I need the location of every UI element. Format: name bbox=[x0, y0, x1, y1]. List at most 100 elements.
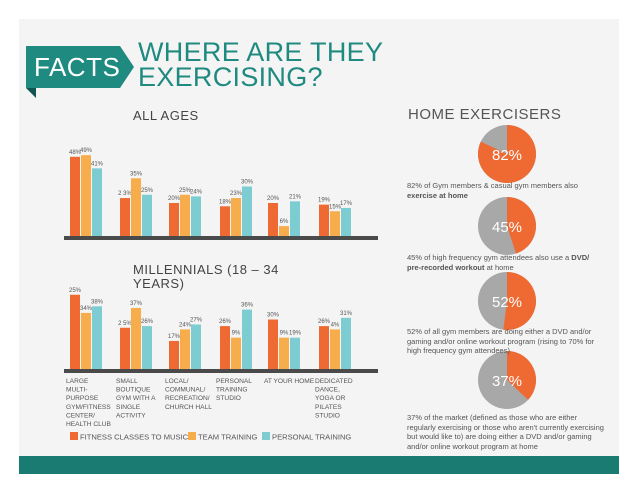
millennials-bar-1-1 bbox=[131, 307, 141, 369]
category-label-2-1: COMMUNAL/ bbox=[165, 387, 205, 394]
home-caption-2: 45% of high frequency gym attendees also… bbox=[407, 253, 605, 272]
all-ages-bar-4-1 bbox=[279, 226, 289, 236]
millennials-bar-1-2 bbox=[142, 326, 152, 369]
home-caption-4-text: 37% of the market (defined as those who … bbox=[407, 413, 604, 451]
millennials-data-label-4-1: 9% bbox=[280, 331, 289, 337]
all-ages-data-label-3-2: 30% bbox=[241, 180, 254, 186]
legend-label-0: FITNESS CLASSES TO MUSIC bbox=[80, 433, 189, 442]
all-ages-bar-4-0 bbox=[268, 203, 278, 236]
all-ages-bar-1-2 bbox=[142, 194, 152, 236]
legend-swatch-1 bbox=[188, 432, 196, 440]
facts-tag-fold bbox=[26, 88, 36, 98]
all-ages-data-label-2-1: 25% bbox=[179, 188, 192, 194]
all-ages-bar-0-1 bbox=[81, 155, 91, 236]
millennials-data-label-2-2: 27% bbox=[190, 317, 203, 323]
legend-swatch-2 bbox=[262, 432, 270, 440]
category-label-5-0: DEDICATED bbox=[315, 378, 353, 385]
all-ages-axis-line bbox=[64, 236, 378, 240]
millennials-bar-0-2 bbox=[92, 306, 102, 369]
category-label-3-2: STUDIO bbox=[216, 395, 241, 402]
all-ages-data-label-2-2: 24% bbox=[190, 189, 203, 195]
millennials-bar-4-1 bbox=[279, 337, 289, 369]
home-caption-4: 37% of the market (defined as those who … bbox=[407, 413, 605, 451]
home-caption-3-text: 52% of all gym members are doing either … bbox=[407, 327, 595, 355]
all-ages-bar-5-2 bbox=[341, 207, 351, 236]
millennials-bar-5-2 bbox=[341, 317, 351, 369]
all-ages-data-label-5-0: 19% bbox=[318, 198, 331, 204]
millennials-data-label-0-2: 38% bbox=[91, 299, 104, 305]
pie-2-slice bbox=[503, 272, 536, 330]
category-label-3-0: PERSONAL bbox=[216, 378, 252, 385]
all-ages-bar-2-2 bbox=[191, 196, 201, 236]
home-caption-3: 52% of all gym members are doing either … bbox=[407, 327, 605, 356]
facts-tag: FACTS bbox=[26, 46, 120, 88]
millennials-data-label-3-0: 26% bbox=[219, 319, 232, 325]
category-label-2-2: RECREATION/ bbox=[165, 395, 210, 402]
all-ages-data-label-0-1: 49% bbox=[80, 148, 93, 154]
category-label-0-0: LARGE bbox=[66, 378, 89, 385]
all-ages-data-label-2-0: 20% bbox=[168, 196, 181, 202]
all-ages-data-label-4-1: 6% bbox=[280, 219, 289, 225]
millennials-bar-3-2 bbox=[242, 309, 252, 369]
pie-0-label: 82% bbox=[492, 147, 522, 164]
legend-swatch-0 bbox=[70, 432, 78, 440]
category-label-4-0: AT YOUR HOME bbox=[264, 378, 315, 385]
category-label-1-0: SMALL bbox=[116, 378, 138, 385]
millennials-data-label-5-1: 4% bbox=[331, 322, 340, 328]
home-caption-2-after: at home bbox=[484, 262, 514, 272]
all-ages-bar-3-2 bbox=[242, 186, 252, 236]
all-ages-data-label-1-0: 2 3% bbox=[118, 191, 132, 197]
all-ages-data-label-3-1: 23% bbox=[230, 191, 243, 197]
category-label-1-3: SINGLE bbox=[116, 404, 141, 411]
home-exercisers-title: HOME EXERCISERS bbox=[408, 106, 562, 123]
bottom-band bbox=[19, 456, 619, 474]
millennials-bar-4-0 bbox=[268, 319, 278, 369]
all-ages-bar-0-2 bbox=[92, 168, 102, 236]
millennials-data-label-0-1: 34% bbox=[80, 306, 93, 312]
millennials-bar-5-0 bbox=[319, 326, 329, 369]
millennials-chart-title: MILLENNIALS (18 – 34 bbox=[133, 262, 279, 277]
millennials-data-label-3-2: 36% bbox=[241, 303, 254, 309]
all-ages-chart-title: ALL AGES bbox=[133, 108, 199, 123]
all-ages-bar-1-0 bbox=[120, 198, 130, 236]
facts-tag-arrow bbox=[120, 46, 134, 88]
millennials-bar-1-0 bbox=[120, 327, 130, 369]
millennials-bar-2-1 bbox=[180, 329, 190, 369]
millennials-bar-0-0 bbox=[70, 294, 80, 369]
millennials-chart-title-2: YEARS) bbox=[133, 276, 184, 291]
all-ages-bar-1-1 bbox=[131, 178, 141, 236]
category-label-0-2: PURPOSE bbox=[66, 395, 99, 402]
title-line-2: EXERCISING? bbox=[138, 62, 323, 92]
home-caption-1: 82% of Gym members & casual gym members … bbox=[407, 181, 605, 200]
all-ages-bar-5-1 bbox=[330, 211, 340, 236]
all-ages-data-label-0-2: 41% bbox=[91, 161, 104, 167]
home-caption-1-text: 82% of Gym members & casual gym members … bbox=[407, 181, 578, 190]
category-label-1-4: ACTIVITY bbox=[116, 412, 146, 419]
millennials-data-label-1-2: 26% bbox=[141, 319, 154, 325]
category-label-0-3: GYM/FITNESS bbox=[66, 404, 111, 411]
category-label-2-0: LOCAL/ bbox=[165, 378, 189, 385]
pie-1-slice bbox=[507, 197, 536, 254]
millennials-bar-2-2 bbox=[191, 324, 201, 369]
all-ages-data-label-3-0: 18% bbox=[219, 199, 232, 205]
category-label-5-4: STUDIO bbox=[315, 412, 340, 419]
millennials-data-label-1-0: 2 5% bbox=[118, 321, 132, 327]
legend-label-2: PERSONAL TRAINING bbox=[272, 433, 351, 442]
category-label-5-3: PILATES bbox=[315, 404, 342, 411]
millennials-data-label-3-1: 9% bbox=[232, 331, 241, 337]
millennials-data-label-0-0: 25% bbox=[69, 288, 82, 294]
all-ages-bar-2-1 bbox=[180, 194, 190, 236]
all-ages-bar-3-1 bbox=[231, 198, 241, 236]
category-label-3-1: TRAINING bbox=[216, 387, 248, 394]
page-title: WHERE ARE THEY EXERCISING? bbox=[138, 39, 468, 92]
pie-0-slice bbox=[477, 125, 537, 183]
category-label-0-5: HEALTH CLUB bbox=[66, 421, 112, 428]
all-ages-bar-3-0 bbox=[220, 206, 230, 236]
all-ages-bar-5-0 bbox=[319, 204, 329, 236]
millennials-bar-5-1 bbox=[330, 329, 340, 369]
millennials-data-label-2-0: 17% bbox=[168, 334, 181, 340]
millennials-bar-0-1 bbox=[81, 312, 91, 369]
category-label-5-1: DANCE, bbox=[315, 387, 340, 394]
